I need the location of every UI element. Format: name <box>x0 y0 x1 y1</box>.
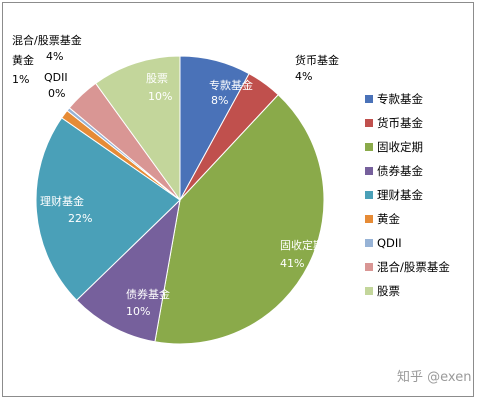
slice-name-label: 理财基金 <box>40 194 84 208</box>
slice-name-label: 混合/股票基金 <box>12 33 82 47</box>
slice-name-label: 固收定期 <box>280 238 324 252</box>
slice-percent-label: 10% <box>148 90 172 103</box>
legend-label: 理财基金 <box>377 188 423 202</box>
slice-name-label: 专款基金 <box>209 78 253 92</box>
legend-swatch <box>365 215 373 223</box>
watermark-text: 知乎 @exen <box>397 369 471 385</box>
slice-labels: 专款基金 8% 货币基金 4% 固收定期 41% 债券基金 10% 理财基金 22% 黄金 1% QDI… <box>12 33 339 318</box>
pie-slice <box>154 94 325 345</box>
slice-percent-label: 4% <box>46 50 63 63</box>
legend-label: 股票 <box>377 284 400 298</box>
slice-percent-label: 10% <box>126 305 150 318</box>
legend-label: 货币基金 <box>377 116 423 130</box>
legend-swatch <box>365 143 373 151</box>
slice-name-label: QDII <box>44 71 68 84</box>
slice-name-label: 股票 <box>146 72 168 85</box>
legend-swatch <box>365 239 373 247</box>
pie-slices <box>35 55 325 345</box>
legend-swatch <box>365 167 373 175</box>
legend-swatch <box>365 263 373 271</box>
slice-name-label: 债券基金 <box>126 287 170 301</box>
slice-percent-label: 1% <box>12 73 29 86</box>
legend-label: 混合/股票基金 <box>377 260 450 274</box>
legend-swatch <box>365 95 373 103</box>
slice-name-label: 货币基金 <box>295 53 339 67</box>
slice-percent-label: 4% <box>295 70 312 83</box>
legend-swatch <box>365 287 373 295</box>
pie-slice <box>75 198 181 343</box>
legend-label: 债券基金 <box>377 164 423 178</box>
pie-slice <box>35 117 181 301</box>
slice-percent-label: 41% <box>280 257 304 270</box>
legend-swatch <box>365 119 373 127</box>
pie-slice <box>94 55 181 202</box>
legend-label: 黄金 <box>377 212 400 226</box>
legend-label: 专款基金 <box>377 92 423 106</box>
slice-percent-label: 0% <box>48 87 65 100</box>
legend-label: QDII <box>377 236 402 250</box>
legend-swatch <box>365 191 373 199</box>
legend-label: 固收定期 <box>377 140 423 154</box>
slice-percent-label: 22% <box>68 212 92 225</box>
slice-percent-label: 8% <box>211 94 228 107</box>
slice-name-label: 黄金 <box>12 53 34 67</box>
